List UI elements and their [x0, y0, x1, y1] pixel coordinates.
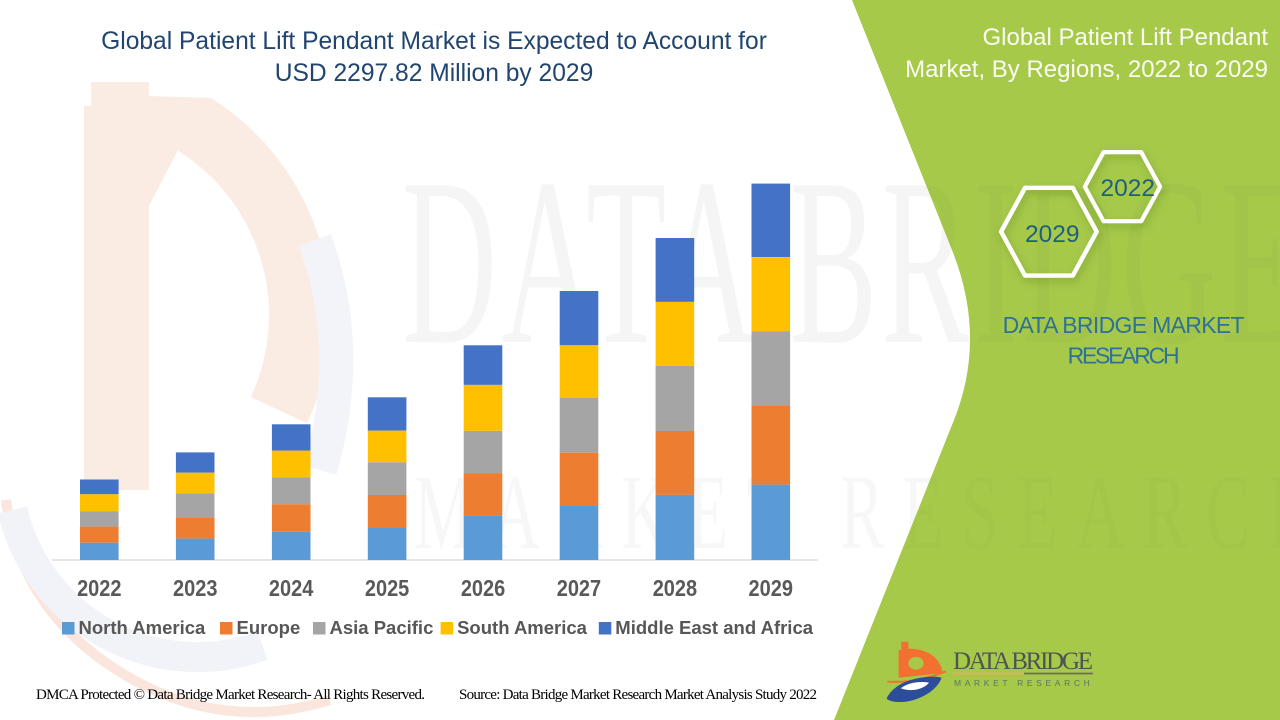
svg-text:Global Patient Lift Pendant: Global Patient Lift Pendant: [982, 24, 1268, 51]
svg-text:Middle East and Africa: Middle East and Africa: [615, 617, 813, 638]
svg-text:2029: 2029: [1025, 221, 1080, 248]
svg-text:Source: Data Bridge Market Res: Source: Data Bridge Market Research Mark…: [459, 687, 817, 703]
svg-text:2026: 2026: [461, 574, 505, 601]
svg-text:2024: 2024: [269, 574, 313, 601]
svg-text:North America: North America: [79, 617, 207, 638]
svg-text:2023: 2023: [173, 574, 217, 601]
svg-text:Asia Pacific: Asia Pacific: [330, 617, 434, 638]
svg-text:2022: 2022: [77, 574, 121, 601]
svg-text:2022: 2022: [1101, 175, 1156, 202]
svg-text:Europe: Europe: [237, 617, 301, 638]
svg-text:USD 2297.82 Million by 2029: USD 2297.82 Million by 2029: [275, 60, 594, 87]
svg-text:RESEARCH: RESEARCH: [1068, 343, 1180, 369]
svg-text:DATA BRIDGE MARKET: DATA BRIDGE MARKET: [1003, 312, 1245, 338]
svg-text:Market, By Regions, 2022 to 20: Market, By Regions, 2022 to 2029: [905, 56, 1268, 83]
svg-text:2029: 2029: [749, 574, 793, 601]
svg-text:DMCA Protected © Data Bridge M: DMCA Protected © Data Bridge Market Rese…: [36, 687, 425, 703]
svg-text:MARKET RESEARCH: MARKET RESEARCH: [954, 678, 1093, 688]
svg-text:2028: 2028: [653, 574, 697, 601]
svg-text:DATA BRIDGE: DATA BRIDGE: [953, 648, 1093, 675]
svg-text:2025: 2025: [365, 574, 409, 601]
svg-text:2027: 2027: [557, 574, 601, 601]
svg-text:Global Patient Lift Pendant Ma: Global Patient Lift Pendant Market is Ex…: [101, 28, 767, 55]
svg-text:South America: South America: [457, 617, 588, 638]
